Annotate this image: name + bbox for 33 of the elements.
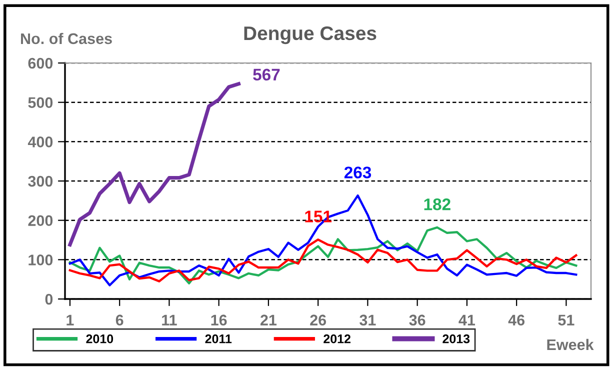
y-tick-label: 300 — [28, 176, 53, 187]
annotation: 151 — [305, 210, 332, 222]
x-tick-label: 1 — [66, 314, 74, 326]
annotation: 567 — [253, 68, 280, 81]
x-tick-label: 6 — [116, 314, 124, 326]
x-tick-label: 46 — [508, 314, 525, 326]
y-tick-label: 0 — [45, 294, 53, 305]
x-tick-label: 31 — [360, 314, 376, 326]
x-tick-label: 26 — [310, 314, 326, 326]
x-tick-label: 11 — [162, 314, 177, 326]
y-tick-label: 400 — [28, 136, 53, 148]
y-tick-label: 100 — [28, 254, 53, 266]
annotation: 182 — [424, 198, 450, 210]
y-tick-label: 500 — [28, 97, 53, 108]
annotation: 263 — [344, 166, 372, 178]
x-tick-label: 36 — [409, 314, 426, 326]
x-tick-label: 21 — [260, 314, 277, 326]
line-series — [68, 226, 578, 284]
legend-label: 2011 — [205, 334, 232, 344]
chart-title: Dengue Cases — [244, 26, 376, 44]
x-tick-label: 16 — [211, 314, 227, 326]
y-tick-label: 200 — [28, 215, 53, 226]
line-series — [68, 194, 578, 286]
line-series — [68, 238, 578, 282]
x-tick-label: 51 — [558, 314, 574, 326]
legend-label: 2012 — [324, 334, 350, 344]
y-tick-label: 600 — [28, 58, 53, 69]
legend-label: 2013 — [442, 334, 470, 344]
legend-label: 2010 — [86, 334, 114, 344]
line-series — [68, 82, 240, 247]
y-axis-title: No. of Cases — [21, 32, 112, 44]
x-tick-label: 41 — [458, 314, 476, 326]
x-axis-title: Eweek — [547, 338, 594, 350]
